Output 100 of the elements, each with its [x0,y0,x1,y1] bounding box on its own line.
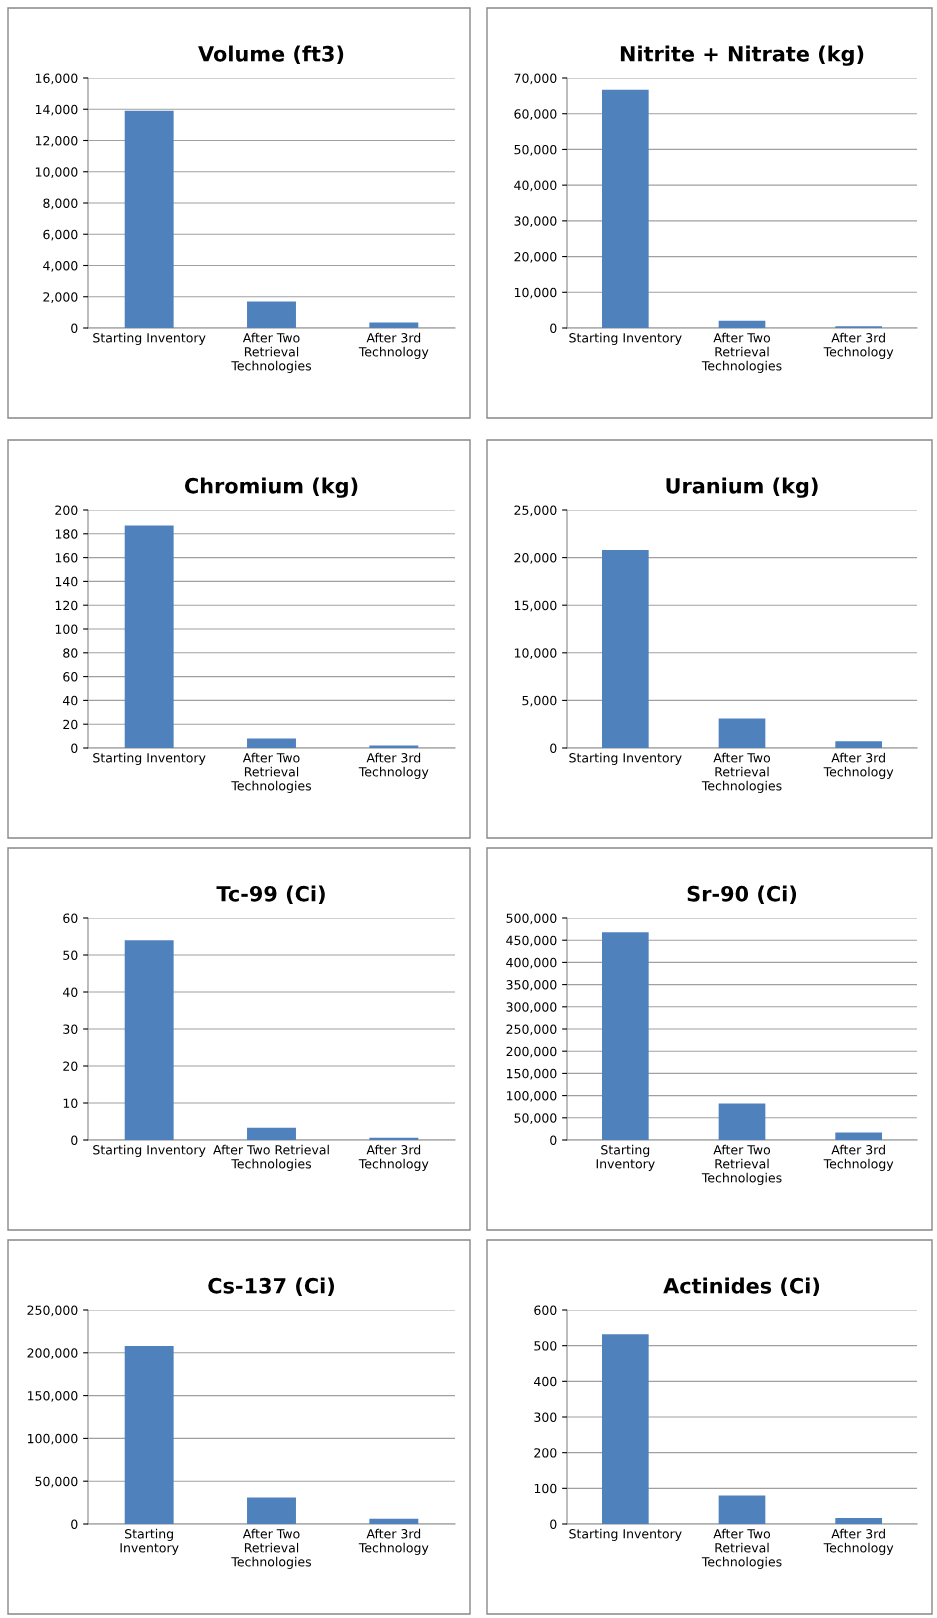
bar [835,741,882,748]
y-tick-label: 30 [63,1024,78,1034]
bar [835,1517,882,1524]
bar [247,1497,296,1524]
y-tick-label: 400 [534,1376,557,1387]
y-tick-label: 10,000 [35,167,78,178]
bar [718,320,766,328]
x-tick-label: After Two Retrieval Technologies [701,1144,782,1185]
y-tick-label: 60 [63,913,78,923]
y-tick-label: 0 [71,1135,78,1145]
bar [718,1103,766,1140]
x-tick-label: After 3rd Technology [823,1144,894,1171]
y-tick-label: 50,000 [514,1113,557,1124]
y-tick-label: 40 [62,695,78,706]
x-tick-label: After 3rd Technology [358,1528,429,1555]
x-tick-label: After Two Retrieval Technologies [231,1528,312,1569]
y-tick-label: 12,000 [35,135,78,147]
y-tick-label: 50,000 [35,1476,78,1488]
bar [369,1518,419,1524]
y-tick-label: 20 [63,1061,78,1071]
x-tick-label: After Two Retrieval Technologies [231,752,312,793]
chart-title: Cs-137 (Ci) [208,1277,334,1297]
y-tick-label: 0 [550,743,557,753]
y-tick-label: 150,000 [27,1391,78,1402]
bar [124,110,174,328]
y-tick-label: 0 [71,743,78,753]
x-tick-label: Starting Inventory [93,752,206,765]
bar [124,1345,174,1524]
bar [602,89,649,328]
y-tick-label: 60 [63,672,78,682]
chart-title: Nitrite + Nitrate (kg) [620,45,864,66]
chart-title: Tc-99 (Ci) [216,885,325,905]
y-tick-label: 20,000 [514,252,557,263]
bar [718,718,766,748]
x-tick-label: After 3rd Technology [358,1144,429,1171]
y-tick-label: 40 [62,987,78,997]
x-tick-label: Starting Inventory [569,1528,682,1541]
chart-title: Volume (ft3) [198,45,344,65]
y-tick-label: 140 [55,576,78,587]
chart-title: Actinides (Ci) [663,1277,820,1297]
y-tick-label: 14,000 [35,104,78,116]
y-tick-label: 4,000 [43,260,78,272]
bar [369,322,419,328]
chart-title: Sr-90 (Ci) [687,885,797,905]
y-tick-label: 500,000 [506,913,557,925]
y-tick-label: 60,000 [514,109,557,120]
y-tick-label: 100 [534,1483,557,1494]
y-tick-label: 200 [534,1448,557,1458]
x-tick-label: Starting Inventory [569,332,682,345]
y-tick-label: 200,000 [27,1348,78,1359]
x-tick-label: Starting Inventory [120,1528,179,1555]
y-tick-label: 2,000 [43,292,78,303]
bar [247,738,296,748]
y-tick-label: 10 [63,1098,78,1108]
y-tick-label: 100,000 [27,1433,78,1445]
y-tick-label: 400,000 [506,957,557,969]
x-tick-label: After 3rd Technology [823,752,894,779]
y-tick-label: 30,000 [514,216,557,228]
x-tick-label: After Two Retrieval Technologies [701,1528,782,1569]
bar [602,932,649,1140]
bar [369,1137,419,1140]
x-tick-label: After Two Retrieval Technologies [701,332,782,373]
y-tick-label: 0 [71,1519,78,1529]
y-tick-label: 100 [55,624,78,634]
y-tick-label: 160 [55,553,78,563]
y-tick-label: 120 [55,600,78,611]
y-tick-label: 10,000 [514,648,557,659]
y-tick-label: 20,000 [514,553,557,564]
bar [247,301,296,328]
y-tick-label: 250,000 [506,1024,557,1036]
y-tick-label: 0 [550,1519,557,1529]
y-tick-label: 0 [71,323,78,333]
bar [602,549,649,748]
y-tick-label: 200 [55,505,78,515]
y-tick-label: 150,000 [506,1068,557,1080]
y-tick-label: 600 [534,1305,557,1315]
bar [124,940,174,1140]
y-tick-label: 50 [63,950,78,960]
chart-title: Uranium (kg) [666,477,818,498]
x-tick-label: After 3rd Technology [823,332,894,359]
bar [124,525,174,748]
y-tick-label: 500 [534,1341,557,1351]
y-tick-label: 15,000 [514,600,557,612]
y-tick-label: 70,000 [514,73,557,85]
x-tick-label: Starting Inventory [596,1144,655,1171]
y-tick-label: 25,000 [514,505,557,517]
bar [247,1127,296,1140]
y-tick-label: 350,000 [506,980,557,991]
y-tick-label: 200,000 [506,1046,557,1058]
y-tick-label: 10,000 [514,287,557,299]
y-tick-label: 250,000 [27,1305,78,1317]
bar [602,1334,649,1524]
y-tick-label: 0 [550,323,557,333]
y-tick-label: 8,000 [43,198,78,210]
y-tick-label: 80 [63,648,78,658]
y-tick-label: 100,000 [506,1091,557,1102]
x-tick-label: After Two Retrieval Technologies [701,752,782,793]
x-tick-label: Starting Inventory [93,1144,206,1157]
y-tick-label: 450,000 [506,935,557,947]
y-tick-label: 300,000 [506,1002,557,1013]
